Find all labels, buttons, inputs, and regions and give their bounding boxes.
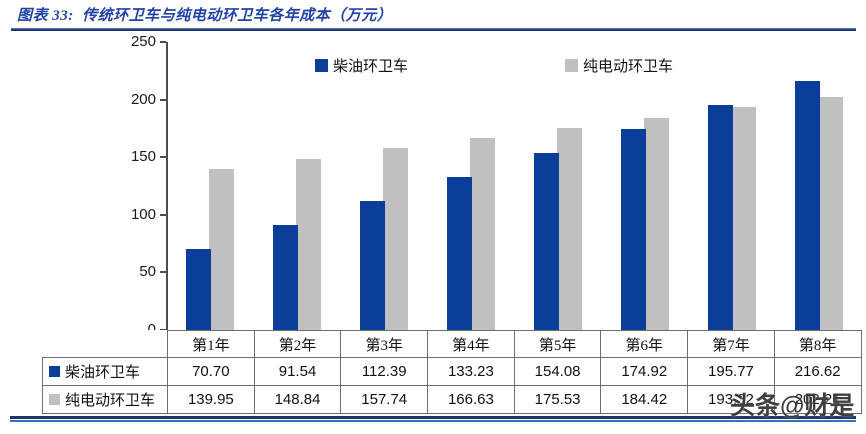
legend-label: 柴油环卫车 — [333, 59, 409, 75]
bar-柴油环卫车-第5年 — [533, 152, 559, 330]
bar-group-1 — [167, 42, 254, 330]
table-value-cell: 175.53 — [514, 386, 602, 414]
table-value-cell: 139.95 — [168, 386, 255, 414]
y-axis-tick — [160, 41, 166, 43]
bar-纯电动环卫车-第2年 — [296, 158, 322, 330]
y-axis-tick — [160, 156, 166, 159]
bar-纯电动环卫车-第4年 — [470, 138, 496, 330]
y-axis-tick — [160, 213, 166, 216]
table-value-cell: 193.32 — [688, 386, 775, 414]
table-row-label: 柴油环卫车 — [42, 358, 168, 386]
bar-纯电动环卫车-第7年 — [730, 107, 756, 330]
bar-纯电动环卫车-第5年 — [556, 127, 582, 330]
bar-group-3 — [341, 42, 428, 330]
legend-swatch-icon — [565, 59, 578, 72]
legend-label: 纯电动环卫车 — [583, 59, 674, 75]
bar-柴油环卫车-第4年 — [447, 176, 473, 330]
y-axis-label: 200 — [130, 90, 156, 108]
table-value-cell: 166.63 — [428, 386, 515, 414]
legend-swatch-icon — [315, 59, 328, 72]
table-value-cell: 154.08 — [514, 358, 602, 386]
row-swatch-icon — [49, 394, 60, 405]
bar-柴油环卫车-第8年 — [794, 80, 820, 330]
table-year-header: 第4年 — [428, 330, 515, 358]
bar-柴油环卫车-第6年 — [620, 128, 646, 330]
table-corner-cell — [42, 330, 168, 358]
bar-纯电动环卫车-第1年 — [209, 168, 235, 330]
table-year-header: 第8年 — [774, 330, 862, 358]
bar-纯电动环卫车-第8年 — [817, 97, 843, 330]
bars-plot-area — [167, 42, 862, 330]
bar-柴油环卫车-第1年 — [186, 248, 212, 330]
y-axis-label: 100 — [130, 205, 156, 223]
bar-纯电动环卫车-第6年 — [643, 117, 669, 330]
data-table: 第1年 第2年 第3年 第4年 第5年 第6年 第7年 第8年 柴油环卫车 70.70 91.54 1… — [42, 330, 862, 414]
bar-group-2 — [254, 42, 341, 330]
table-year-header: 第3年 — [341, 330, 429, 358]
y-axis-label: 150 — [130, 148, 156, 166]
row-label-text: 纯电动环卫车 — [65, 393, 156, 409]
bar-group-8 — [775, 42, 862, 330]
table-value-cell: 202.21 — [774, 386, 862, 414]
table-value-cell: 157.74 — [341, 386, 429, 414]
row-label-text: 柴油环卫车 — [65, 365, 141, 381]
table-year-header: 第1年 — [168, 330, 255, 358]
table-value-cell: 133.23 — [428, 358, 515, 386]
table-year-header: 第2年 — [254, 330, 342, 358]
y-axis-line — [166, 42, 168, 330]
top-divider-line — [11, 28, 856, 31]
y-axis-tick — [160, 271, 166, 274]
bar-group-4 — [428, 42, 515, 330]
bar-group-5 — [515, 42, 602, 330]
row-swatch-icon — [49, 366, 60, 377]
bottom-divider-line — [10, 416, 856, 419]
table-year-header: 第6年 — [601, 330, 689, 358]
chart-title: 图表 33: 传统环卫车与纯电动环卫车各年成本（万元） — [17, 8, 393, 24]
y-axis-label: 0 — [112, 321, 156, 338]
legend-item-柴油环卫车: 柴油环卫车 — [315, 55, 408, 76]
bar-柴油环卫车-第2年 — [273, 224, 299, 330]
y-axis-label: 250 — [130, 33, 156, 50]
table-value-cell: 216.62 — [774, 358, 862, 386]
watermark-text: 头条@财是 — [730, 392, 855, 420]
legend-item-纯电动环卫车: 纯电动环卫车 — [565, 55, 673, 76]
bar-group-7 — [688, 42, 775, 330]
table-value-cell: 91.54 — [254, 358, 342, 386]
table-value-cell: 112.39 — [341, 358, 429, 386]
table-value-cell: 148.84 — [254, 386, 342, 414]
table-row-label: 纯电动环卫车 — [42, 386, 168, 414]
bottom-divider-line-accent — [10, 419, 856, 422]
bar-group-6 — [601, 42, 688, 330]
bar-柴油环卫车-第3年 — [360, 200, 386, 330]
y-axis-label: 50 — [139, 263, 156, 281]
table-value-cell: 195.77 — [688, 358, 775, 386]
table-value-cell: 70.70 — [168, 358, 255, 386]
table-value-cell: 184.42 — [601, 386, 689, 414]
bar-柴油环卫车-第7年 — [707, 104, 733, 330]
bar-纯电动环卫车-第3年 — [383, 148, 409, 330]
table-year-header: 第7年 — [688, 330, 775, 358]
table-year-header: 第5年 — [514, 330, 602, 358]
y-axis-tick — [160, 98, 166, 101]
table-value-cell: 174.92 — [601, 358, 689, 386]
